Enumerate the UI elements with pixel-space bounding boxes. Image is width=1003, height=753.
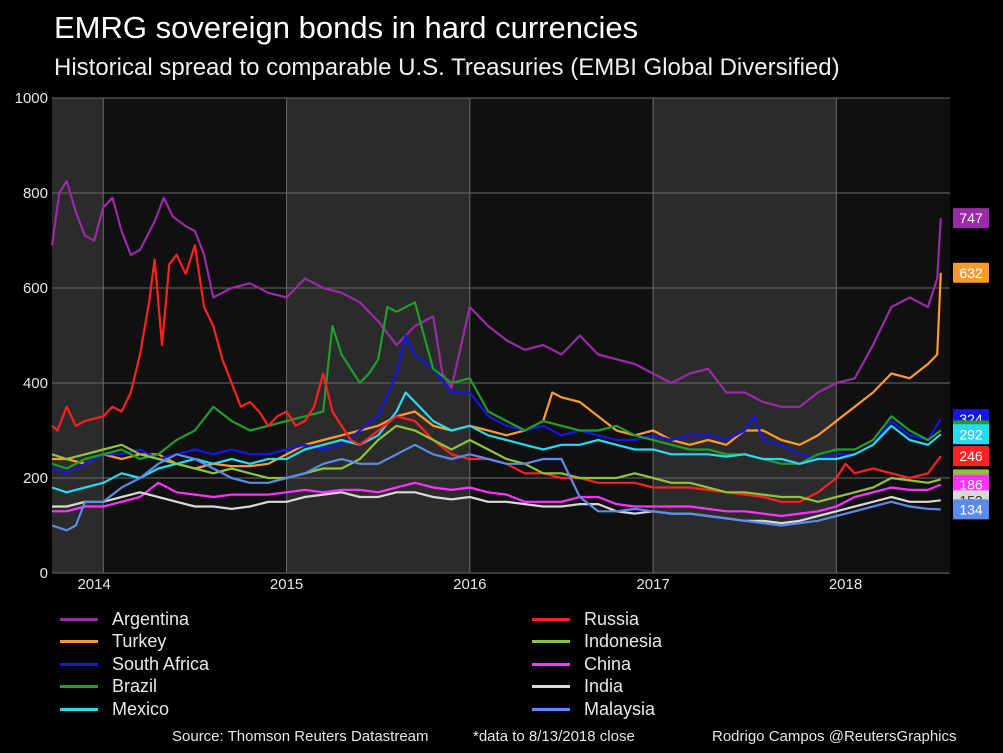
legend-swatch [532,617,570,621]
legend-label: Brazil [112,676,158,696]
y-tick-label: 1000 [15,90,48,107]
end-value-label: 246 [953,446,989,467]
y-tick-label: 200 [23,470,48,487]
svg-text:292: 292 [959,426,983,442]
x-tick-label: 2014 [77,576,110,593]
legend-item-south-africa: South Africa [60,653,209,675]
legend-item-china: China [532,653,631,675]
end-value-label: 292 [953,424,989,445]
legend-label: China [584,653,632,674]
series-line-argentina [50,180,942,408]
svg-text:246: 246 [959,448,983,464]
svg-text:186: 186 [959,477,983,493]
legend-swatch [532,640,570,643]
series-line-brazil [51,301,942,470]
legend-label: India [584,676,624,696]
series-line-mexico [51,391,942,494]
series-line-indonesia [51,424,942,503]
svg-text:632: 632 [959,265,983,281]
legend-swatch [532,662,570,666]
svg-text:747: 747 [959,210,983,226]
x-tick-label: 2015 [270,576,303,593]
y-tick-label: 400 [23,375,48,392]
legend-swatch [60,617,98,621]
legend-swatch [60,707,98,711]
legend-label: Argentina [112,608,190,629]
svg-text:134: 134 [959,501,983,517]
legend-item-mexico: Mexico [60,698,169,720]
legend-swatch [60,640,98,643]
legend-label: South Africa [112,653,210,674]
x-tick-label: 2018 [829,576,862,593]
year-band [836,98,950,573]
legend-item-brazil: Brazil [60,676,157,698]
year-band [52,98,104,573]
year-band [653,98,837,573]
legend-swatch [60,685,98,688]
series-line-russia [51,244,942,503]
legend-item-india: India [532,676,623,698]
legend-label: Indonesia [584,631,663,651]
legend-label: Russia [584,608,640,629]
y-tick-label: 0 [40,565,48,582]
data-date-note: *data to 8/13/2018 close [473,728,635,745]
series-line-malaysia [51,443,941,532]
legend-swatch [60,662,98,666]
credit-note: Rodrigo Campos @ReutersGraphics [712,728,957,745]
year-band [103,98,287,573]
series-line-india [52,491,941,525]
legend-item-indonesia: Indonesia [532,631,662,653]
source-note: Source: Thomson Reuters Datastream [172,728,429,745]
x-tick-label: 2017 [636,576,669,593]
legend-label: Malaysia [584,698,656,719]
series-line-south-africa [51,334,942,475]
y-tick-label: 800 [23,185,48,202]
y-tick-label: 600 [23,280,48,297]
chart-subtitle: Historical spread to comparable U.S. Tre… [54,54,840,81]
legend-label: Turkey [112,631,167,651]
legend-item-turkey: Turkey [60,631,166,653]
chart-legend: Argentina Turkey South Africa Brazil Mexico R… [60,608,700,724]
end-value-label: 186 [953,474,989,495]
end-value-label: 632 [953,262,989,283]
chart-title: EMRG sovereign bonds in hard currencies [54,10,639,45]
legend-label: Mexico [112,698,170,719]
legend-item-malaysia: Malaysia [532,698,655,720]
legend-item-argentina: Argentina [60,608,189,630]
end-value-label: 134 [953,499,989,520]
x-tick-label: 2016 [453,576,486,593]
series-line-turkey [52,272,942,470]
legend-item-russia: Russia [532,608,639,630]
legend-swatch [532,685,570,688]
legend-swatch [532,707,570,711]
series-line-china [52,481,942,518]
end-value-label: 747 [953,208,989,229]
line-chart: 0 200 400 600 800 1000 2014 2015 2016 2017 2018 747… [15,90,989,593]
year-band [286,98,470,573]
